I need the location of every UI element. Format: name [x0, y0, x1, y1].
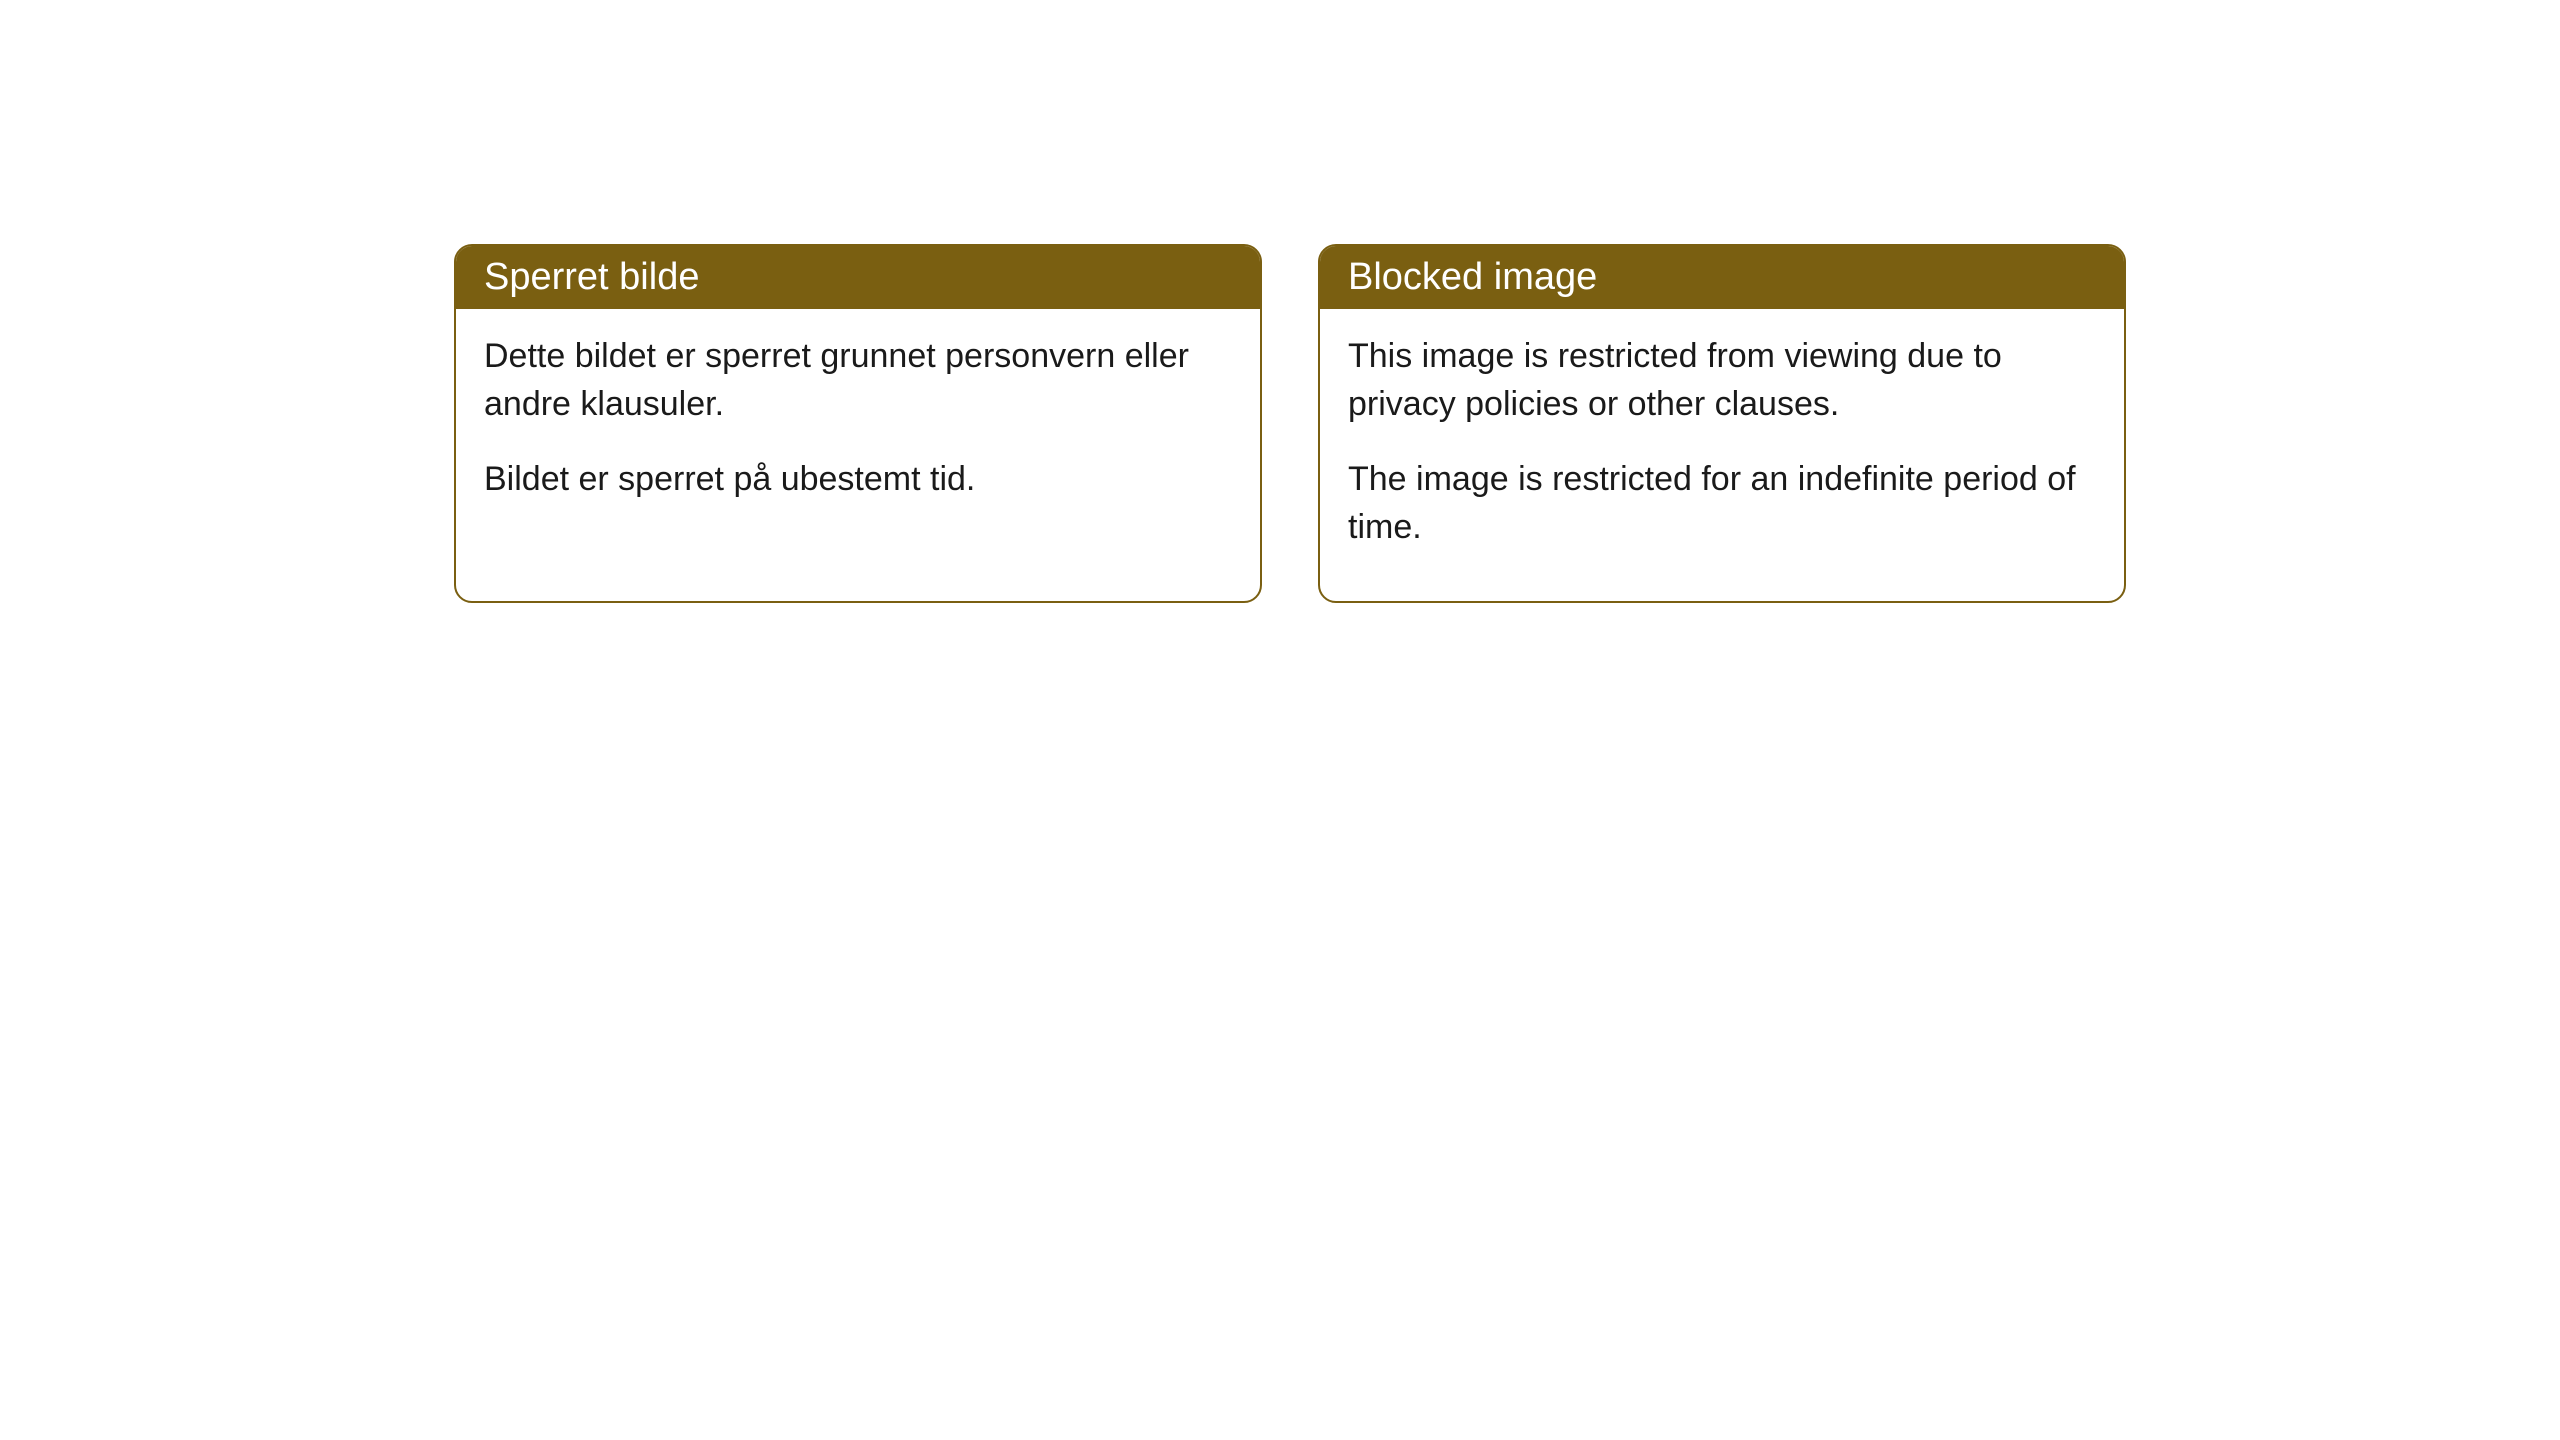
notice-cards-container: Sperret bilde Dette bildet er sperret gr…	[454, 244, 2126, 603]
card-body: This image is restricted from viewing du…	[1320, 309, 2124, 601]
card-header: Blocked image	[1320, 246, 2124, 309]
card-paragraph: The image is restricted for an indefinit…	[1348, 456, 2096, 551]
blocked-image-card-en: Blocked image This image is restricted f…	[1318, 244, 2126, 603]
card-paragraph: Dette bildet er sperret grunnet personve…	[484, 333, 1232, 428]
card-header: Sperret bilde	[456, 246, 1260, 309]
card-paragraph: This image is restricted from viewing du…	[1348, 333, 2096, 428]
blocked-image-card-no: Sperret bilde Dette bildet er sperret gr…	[454, 244, 1262, 603]
card-paragraph: Bildet er sperret på ubestemt tid.	[484, 456, 1232, 504]
card-body: Dette bildet er sperret grunnet personve…	[456, 309, 1260, 554]
